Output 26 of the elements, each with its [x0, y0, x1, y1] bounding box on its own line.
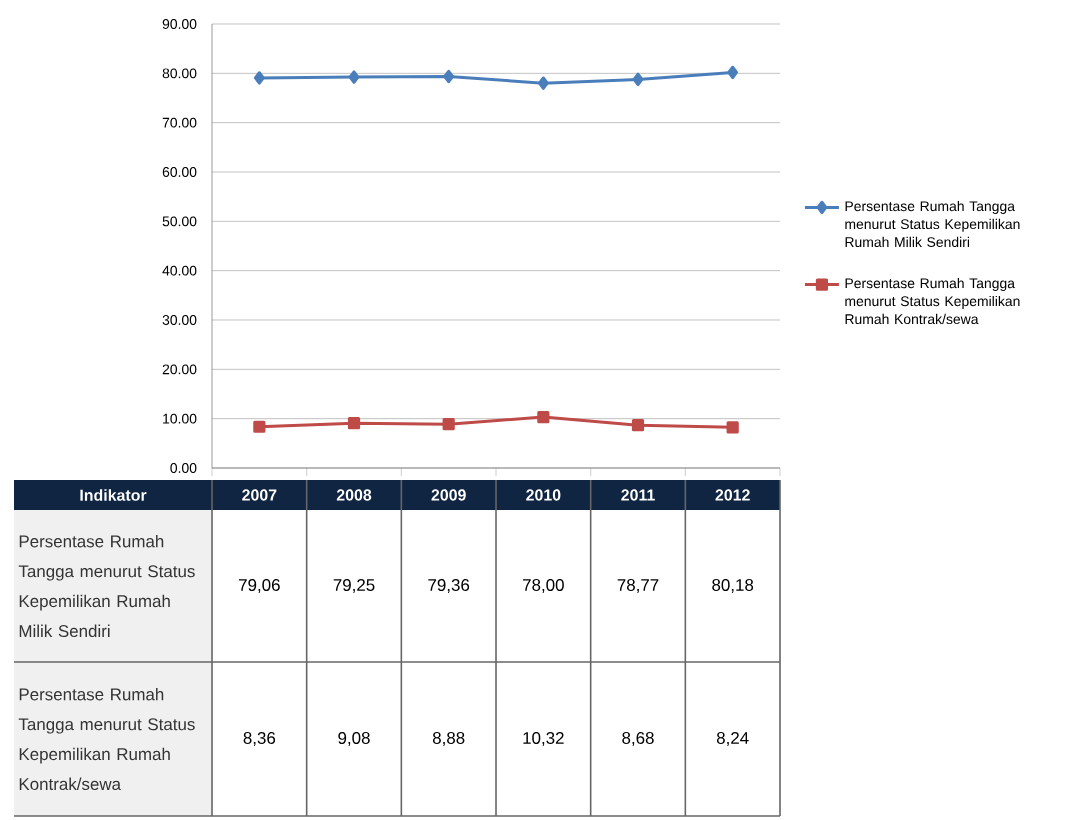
data-label: 79,06 — [239, 579, 280, 593]
point — [443, 69, 455, 84]
data-label: 10,32 — [523, 732, 564, 746]
point — [537, 410, 550, 424]
point — [727, 65, 739, 80]
data-label: 8,36 — [243, 732, 276, 746]
point — [253, 420, 266, 433]
point — [537, 76, 549, 90]
data-label: 78,00 — [523, 579, 564, 593]
point — [253, 71, 265, 85]
data-label: 8,88 — [432, 732, 465, 746]
text: Persentase Rumah Tangga menurut Status Kepemilikan Rumah Kontrak/sewa — [18, 687, 195, 791]
data-label: 79,25 — [333, 579, 375, 593]
data-label: 78,77 — [617, 579, 659, 593]
point — [726, 421, 739, 434]
data-label: 9,08 — [338, 732, 370, 746]
text: Persentase Rumah Tangga menurut Status Kepemilikan Rumah Milik Sendiri — [18, 534, 195, 638]
point — [347, 417, 361, 430]
data-label: 8,24 — [716, 732, 749, 746]
point — [631, 419, 645, 432]
point — [442, 418, 455, 431]
point — [348, 70, 360, 84]
data-label: 79,36 — [428, 579, 470, 593]
point — [632, 72, 644, 87]
data-label: 8,68 — [622, 732, 654, 746]
data-label: 80,18 — [712, 579, 754, 593]
